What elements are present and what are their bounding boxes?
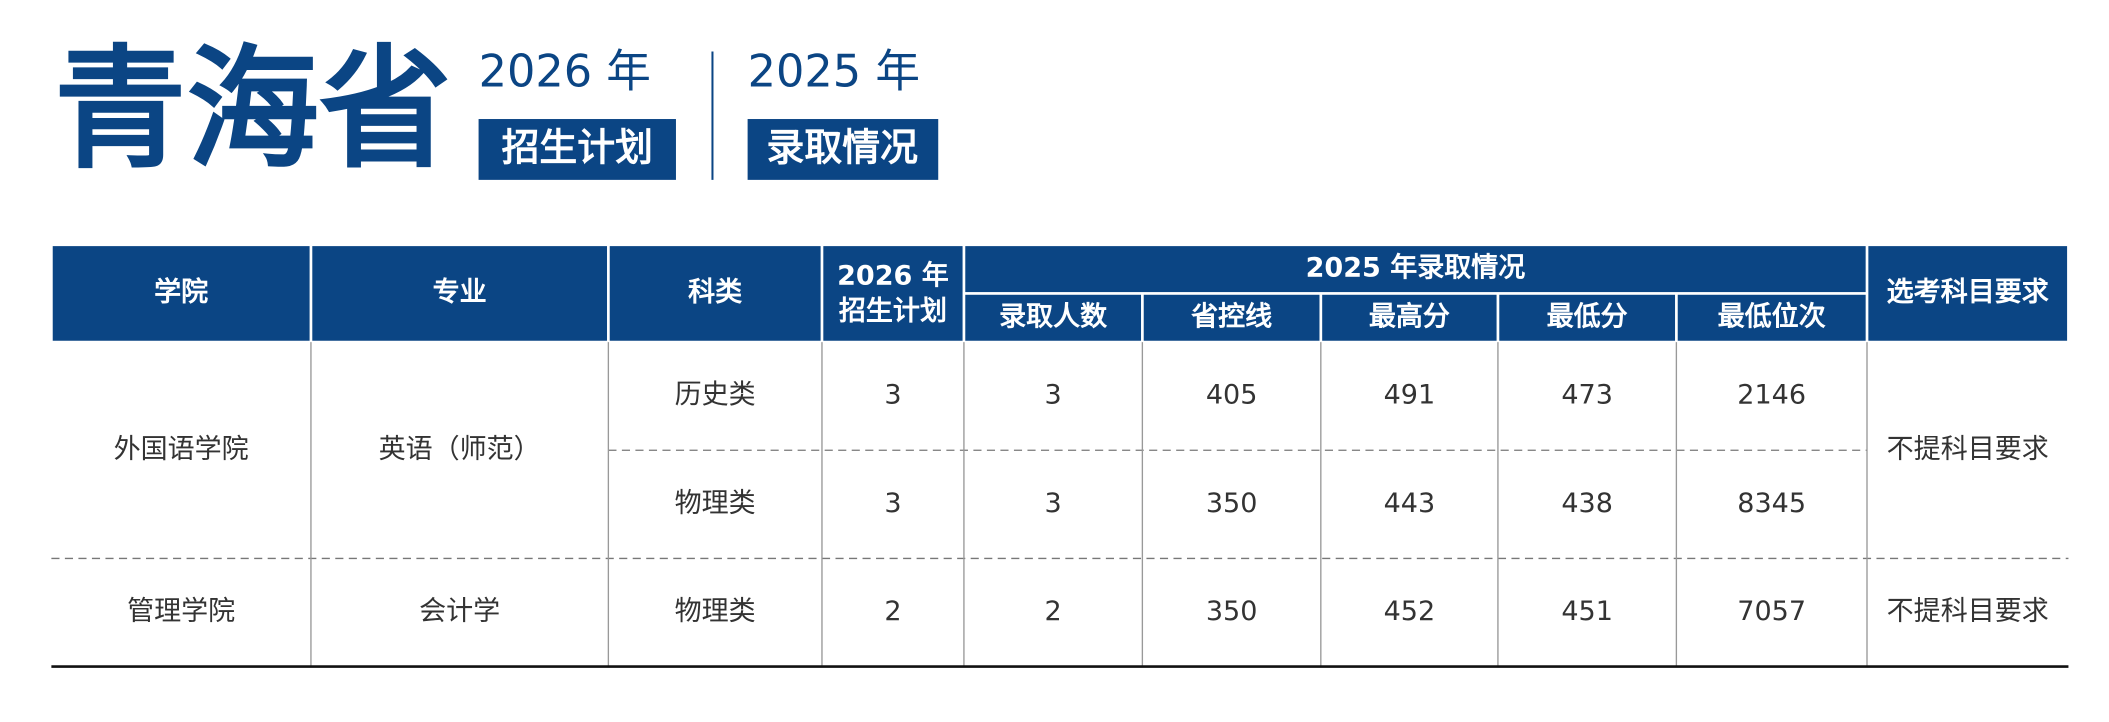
header-cell bbox=[965, 246, 1866, 293]
major: 会计学 bbox=[419, 596, 500, 627]
header-cell bbox=[609, 246, 821, 341]
header-text: 录取人数 bbox=[999, 301, 1108, 332]
header-cell bbox=[1499, 294, 1676, 341]
plan-label: 招生计划 bbox=[502, 126, 653, 170]
category: 物理类 bbox=[675, 596, 756, 627]
plan: 2 bbox=[884, 596, 901, 627]
admission-value: 452 bbox=[1384, 596, 1436, 627]
header-text: 2026 年 bbox=[837, 260, 949, 292]
admission-value: 7057 bbox=[1737, 596, 1806, 627]
admission-value: 350 bbox=[1206, 596, 1258, 627]
header-text: 最高分 bbox=[1369, 300, 1450, 332]
header-cell bbox=[823, 246, 963, 341]
header-cell bbox=[52, 246, 310, 341]
header-text: 选考科目要求 bbox=[1887, 277, 2049, 308]
admission-value: 2146 bbox=[1737, 380, 1806, 411]
plan-box bbox=[478, 119, 676, 180]
admission-year: 2025 年 bbox=[748, 45, 920, 97]
header-text: 最低位次 bbox=[1718, 300, 1826, 332]
header-cell bbox=[1868, 246, 2068, 341]
province-title: 青海省 bbox=[54, 33, 451, 187]
admission-value: 405 bbox=[1206, 380, 1258, 411]
header-text: 科类 bbox=[688, 277, 742, 308]
admission-value: 350 bbox=[1206, 488, 1258, 519]
header-text: 招生计划 bbox=[839, 296, 947, 327]
admission-value: 443 bbox=[1384, 488, 1436, 519]
admission-value: 8345 bbox=[1737, 488, 1806, 519]
college: 外国语学院 bbox=[114, 434, 249, 465]
header-text: 学院 bbox=[154, 276, 208, 308]
admission-value: 3 bbox=[1045, 488, 1062, 519]
header-cell bbox=[1143, 294, 1320, 341]
major: 英语（师范） bbox=[379, 434, 541, 465]
college: 管理学院 bbox=[127, 596, 235, 627]
header-text: 最低分 bbox=[1547, 301, 1628, 332]
plan: 3 bbox=[884, 488, 901, 519]
admission-value: 438 bbox=[1561, 488, 1613, 519]
admission-value: 3 bbox=[1045, 380, 1062, 411]
header-text: 2025 年录取情况 bbox=[1306, 252, 1526, 284]
requirement: 不提科目要求 bbox=[1887, 434, 2049, 465]
admission-label: 录取情况 bbox=[767, 126, 919, 170]
header-cell bbox=[1322, 294, 1497, 341]
admission-value: 473 bbox=[1561, 380, 1613, 411]
category: 历史类 bbox=[675, 380, 756, 411]
requirement: 不提科目要求 bbox=[1887, 596, 2049, 627]
header-cell bbox=[1677, 294, 1866, 341]
category: 物理类 bbox=[675, 488, 756, 519]
plan-year: 2026 年 bbox=[479, 45, 651, 97]
admission-value: 491 bbox=[1384, 380, 1436, 411]
header-text: 省控线 bbox=[1191, 301, 1272, 332]
header-cell bbox=[965, 294, 1142, 341]
admission-value: 2 bbox=[1045, 596, 1062, 627]
plan: 3 bbox=[884, 380, 901, 411]
admission-box bbox=[747, 119, 939, 180]
header-text: 专业 bbox=[433, 277, 487, 308]
header-cell bbox=[312, 246, 608, 341]
admission-value: 451 bbox=[1561, 596, 1613, 627]
